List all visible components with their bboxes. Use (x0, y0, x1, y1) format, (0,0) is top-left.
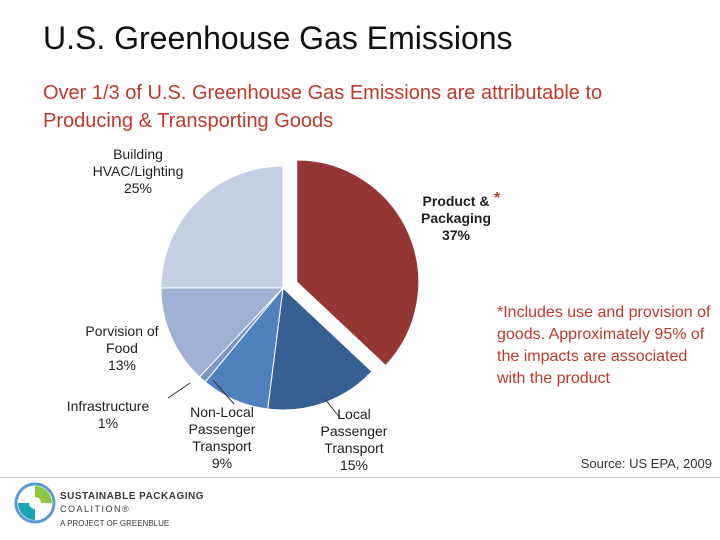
logo-text-line1: SUSTAINABLE PACKAGING (60, 491, 205, 502)
slice-label-provision-of-food: Porvision of Food 13% (85, 323, 159, 373)
slice-label-local-passenger-transport: Local Passenger Transport 15% (320, 406, 388, 473)
slice-label-infrastructure: Infrastructure 1% (66, 398, 150, 431)
spc-logo-icon (14, 482, 56, 524)
leader-line-1 (212, 379, 235, 405)
logo-text-line3: A PROJECT OF GREENBLUE (60, 519, 170, 528)
leader-line-0 (167, 382, 191, 399)
pie-slice-5 (160, 165, 284, 289)
source-citation: Source: US EPA, 2009 (580, 456, 712, 471)
pie-chart (160, 159, 420, 419)
footer-divider (0, 477, 720, 478)
page-subtitle: Over 1/3 of U.S. Greenhouse Gas Emission… (43, 82, 603, 132)
chart-footnote: *Includes use and provision of goods. Ap… (497, 304, 711, 387)
annotation-marker: * (494, 190, 501, 207)
pie-slice-4 (160, 287, 285, 378)
logo-text-line2: COALITION® (60, 504, 131, 514)
slice-label-non-local-passenger-transport: Non-Local Passenger Transport 9% (188, 404, 256, 471)
slice-label-building-hvac-lighting: Building HVAC/Lighting 25% (92, 146, 184, 196)
pie-slice-0 (296, 159, 420, 367)
leader-line-2 (324, 398, 341, 419)
pie-slice-1 (267, 286, 373, 411)
slice-label-product-packaging: Product & Packaging 37% (420, 193, 492, 243)
page-title: U.S. Greenhouse Gas Emissions (43, 20, 513, 56)
